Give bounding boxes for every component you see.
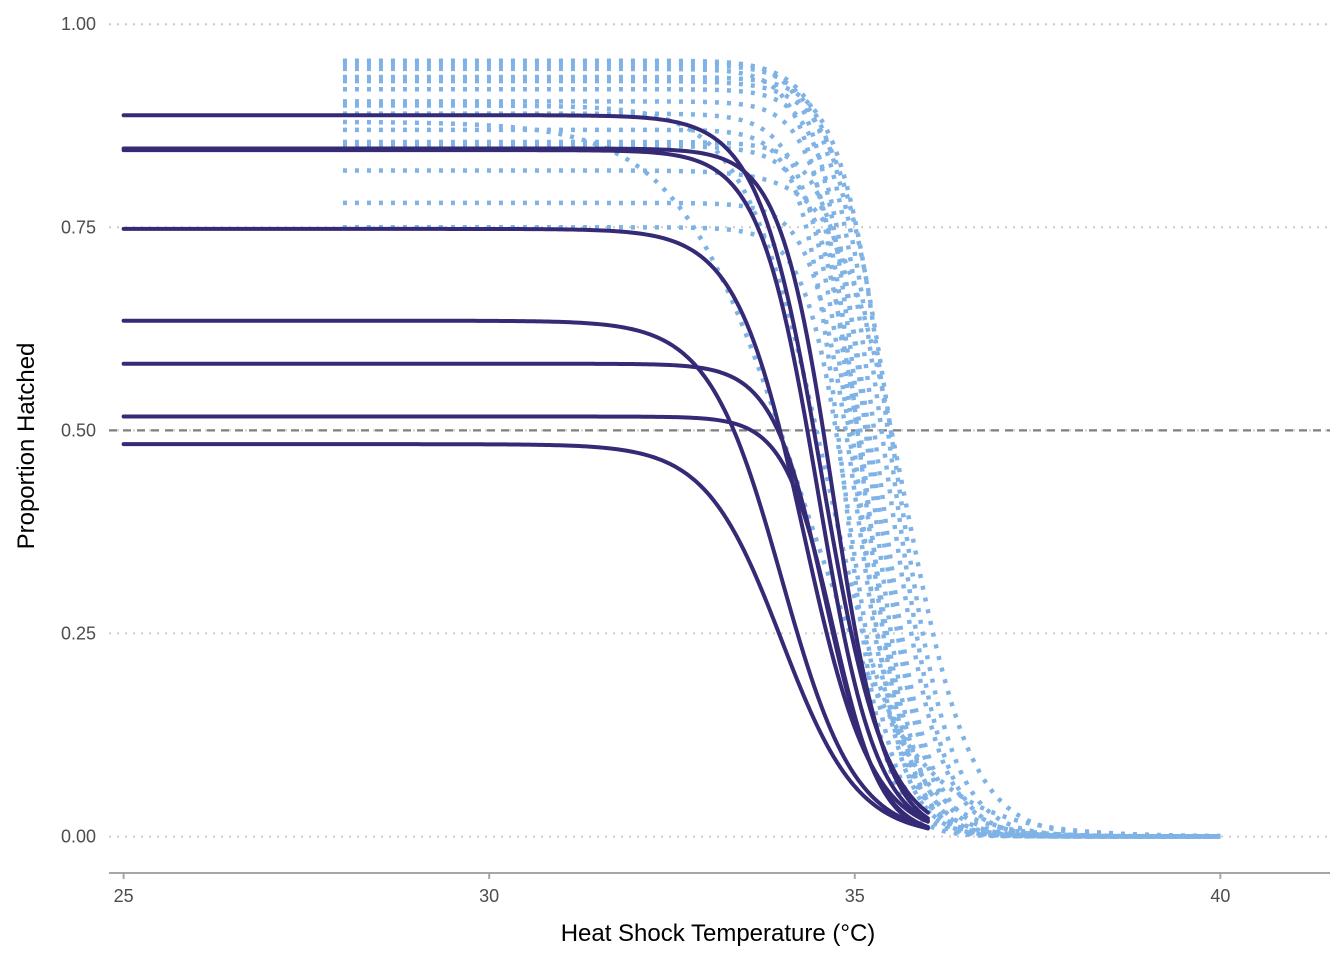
dotted-curve xyxy=(342,200,1221,839)
solid-curve xyxy=(121,148,930,823)
dotted-curve xyxy=(342,74,1221,839)
x-tick-label: 40 xyxy=(1210,886,1230,906)
dotted-curve xyxy=(342,66,1221,839)
dotted-curve xyxy=(342,139,1221,839)
dotted-curve xyxy=(342,58,1221,839)
dotted-curve xyxy=(342,86,1221,839)
dotted-curve xyxy=(342,103,1221,839)
solid-curve xyxy=(121,113,930,815)
dotted-curve xyxy=(342,111,1221,839)
solid-curves xyxy=(121,113,930,831)
dotted-curve xyxy=(342,62,1221,839)
y-tick-label: 0.75 xyxy=(61,217,96,237)
y-tick-label: 0.25 xyxy=(61,623,96,643)
y-tick-label: 0.00 xyxy=(61,826,96,846)
solid-curve xyxy=(121,361,930,829)
x-axis-title: Heat Shock Temperature (°C) xyxy=(561,920,876,947)
dotted-curve xyxy=(342,58,1221,839)
dotted-curve xyxy=(342,78,1221,839)
dotted-curve xyxy=(342,225,1221,839)
x-tick-label: 35 xyxy=(845,886,865,906)
y-tick-label: 1.00 xyxy=(61,14,96,34)
y-axis-title: Proportion Hatched xyxy=(13,343,40,550)
x-tick-label: 25 xyxy=(114,886,134,906)
solid-curve xyxy=(121,442,930,831)
y-tick-labels: 0.00 0.25 0.50 0.75 1.00 xyxy=(61,14,96,846)
solid-curve xyxy=(121,414,930,831)
solid-curve xyxy=(121,318,927,829)
dotted-curve xyxy=(342,168,1221,839)
dotted-curves xyxy=(342,58,1221,839)
solid-curve xyxy=(121,146,930,821)
dotted-curve xyxy=(342,99,1221,839)
dotted-curve xyxy=(342,143,1221,839)
x-axis xyxy=(109,872,1330,879)
x-tick-labels: 25 30 35 40 xyxy=(114,886,1231,906)
y-tick-label: 0.50 xyxy=(61,420,96,440)
x-tick-label: 30 xyxy=(479,886,499,906)
